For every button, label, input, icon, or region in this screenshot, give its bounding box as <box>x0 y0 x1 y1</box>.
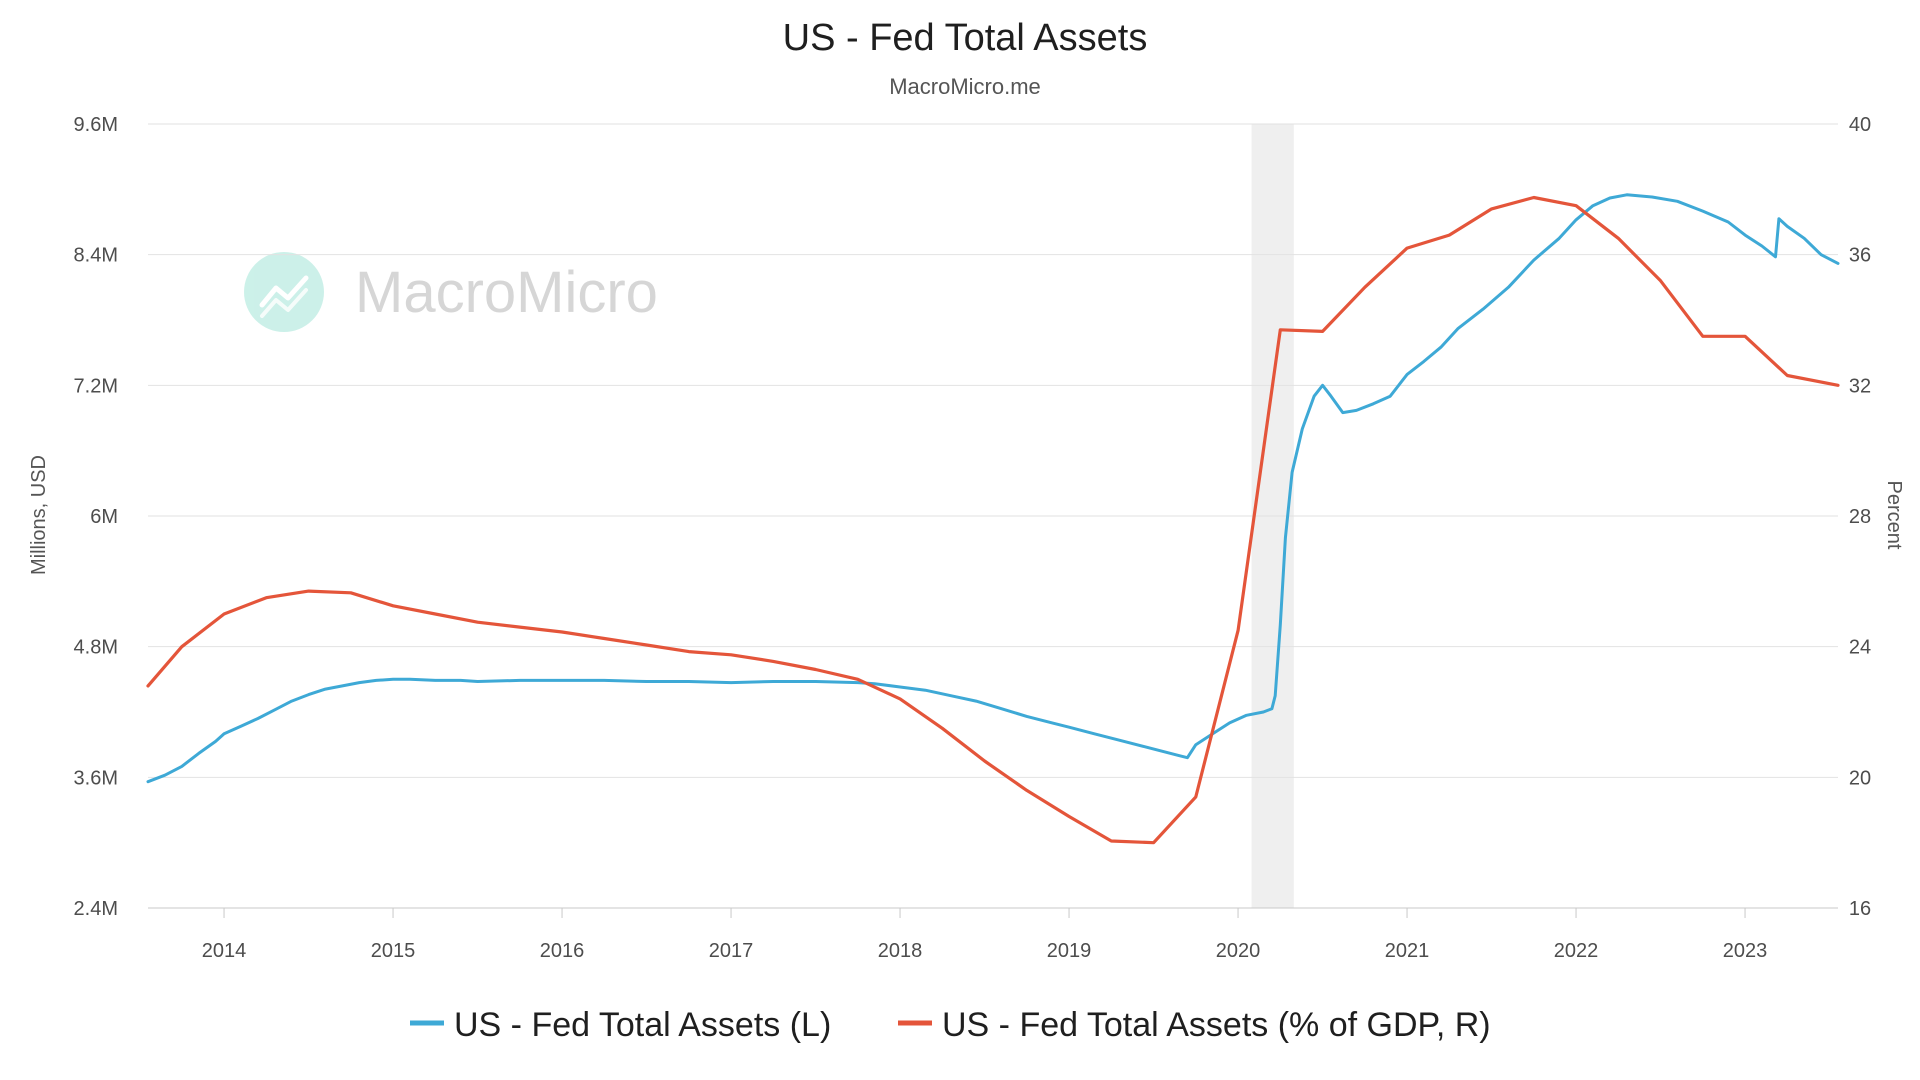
x-tick-label: 2020 <box>1216 940 1261 962</box>
right-tick-label: 40 <box>1849 114 1871 136</box>
x-tick-label: 2016 <box>540 940 585 962</box>
left-tick-label: 6M <box>90 506 118 528</box>
watermark: MacroMicro <box>244 252 658 332</box>
left-tick-label: 7.2M <box>74 375 118 397</box>
watermark-text: MacroMicro <box>355 260 658 325</box>
left-tick-label: 9.6M <box>74 114 118 136</box>
x-tick-label: 2015 <box>371 940 416 962</box>
x-tick-label: 2022 <box>1554 940 1599 962</box>
watermark-trend-icon-2 <box>260 288 308 318</box>
x-tick-label: 2023 <box>1723 940 1768 962</box>
x-tick-label: 2017 <box>709 940 754 962</box>
left-axis-ticks: 2.4M 3.6M 4.8M 6M 7.2M 8.4M 9.6M <box>74 114 118 920</box>
right-axis-title: Percent <box>1883 481 1905 550</box>
x-tick-label: 2019 <box>1047 940 1092 962</box>
chart-title: US - Fed Total Assets <box>783 17 1148 59</box>
x-tick-label: 2018 <box>878 940 923 962</box>
x-tick-label: 2021 <box>1385 940 1430 962</box>
right-tick-label: 28 <box>1849 506 1871 528</box>
legend-label-fed-assets: US - Fed Total Assets (L) <box>454 1006 831 1044</box>
right-axis-ticks: 16 20 24 28 32 36 40 <box>1849 114 1871 920</box>
x-axis-ticks: 2014 2015 2016 2017 2018 2019 2020 2021 2022 2023 <box>202 908 1768 962</box>
grid-lines <box>148 123 1838 909</box>
legend: US - Fed Total Assets (L) US - Fed Total… <box>410 1006 1491 1044</box>
series-layer <box>146 193 1840 845</box>
watermark-trend-icon <box>259 275 309 308</box>
legend-item-fed-assets[interactable]: US - Fed Total Assets (L) <box>410 1006 831 1044</box>
series-line-fed-assets-gdp <box>146 195 1840 845</box>
left-tick-label: 3.6M <box>74 767 118 789</box>
right-tick-label: 32 <box>1849 375 1871 397</box>
right-tick-label: 24 <box>1849 637 1871 659</box>
series-line-fed-assets <box>146 193 1840 784</box>
legend-label-fed-assets-gdp: US - Fed Total Assets (% of GDP, R) <box>942 1006 1491 1044</box>
left-tick-label: 2.4M <box>74 898 118 920</box>
left-tick-label: 4.8M <box>74 637 118 659</box>
right-tick-label: 20 <box>1849 767 1871 789</box>
x-tick-label: 2014 <box>202 940 247 962</box>
left-tick-label: 8.4M <box>74 245 118 267</box>
right-tick-label: 36 <box>1849 245 1871 267</box>
legend-item-fed-assets-gdp[interactable]: US - Fed Total Assets (% of GDP, R) <box>898 1006 1491 1044</box>
chart-subtitle: MacroMicro.me <box>889 74 1041 99</box>
right-tick-label: 16 <box>1849 898 1871 920</box>
left-axis-title: Millions, USD <box>28 455 50 575</box>
